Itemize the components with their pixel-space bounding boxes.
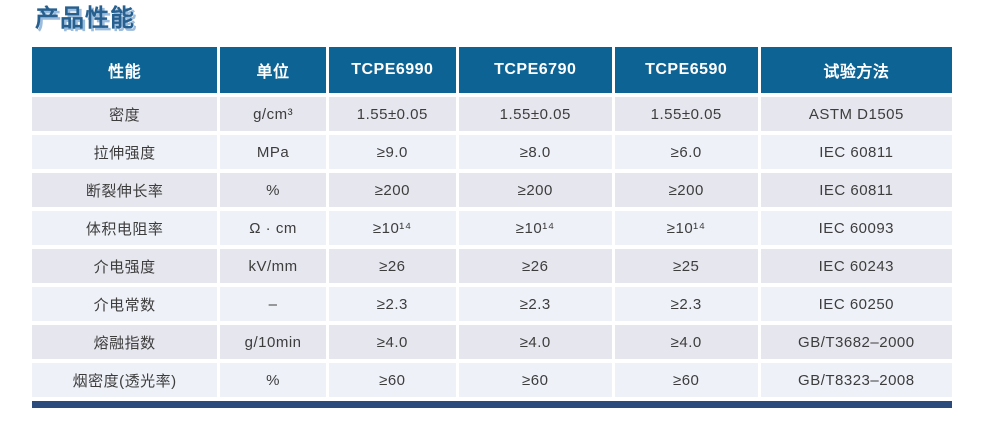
table-cell: IEC 60811 (760, 173, 952, 207)
table-cell: 拉伸强度 (32, 135, 218, 169)
table-cell: g/cm³ (220, 97, 326, 131)
table-cell: ≥60 (614, 363, 758, 397)
column-header: 单位 (220, 47, 326, 93)
table-cell: – (220, 287, 326, 321)
table-cell: Ω · cm (220, 211, 326, 245)
page-title: 产品性能 (35, 5, 135, 32)
table-cell: ≥10¹⁴ (614, 211, 758, 245)
column-header: TCPE6590 (614, 47, 758, 93)
table-cell: GB/T8323–2008 (760, 363, 952, 397)
table-cell: GB/T3682–2000 (760, 325, 952, 359)
table-cell: % (220, 173, 326, 207)
table-cell: MPa (220, 135, 326, 169)
table-cell: 体积电阻率 (32, 211, 218, 245)
spec-table: 性能 单位 TCPE6990 TCPE6790 TCPE6590 试验方法 密度 g/cm³… (29, 43, 955, 401)
table-cell: 密度 (32, 97, 218, 131)
table-cell: 1.55±0.05 (614, 97, 758, 131)
table-cell: ASTM D1505 (760, 97, 952, 131)
table-cell: ≥200 (614, 173, 758, 207)
table-cell: ≥60 (328, 363, 456, 397)
table-cell: ≥4.0 (458, 325, 612, 359)
table-cell: ≥2.3 (458, 287, 612, 321)
table-row: 烟密度(透光率)% ≥60 ≥60 ≥60 GB/T8323–2008 (32, 363, 952, 397)
table-cell: ≥200 (328, 173, 456, 207)
table-row: 密度 g/cm³ 1.55±0.05 1.55±0.05 1.55±0.05 ASTM D… (32, 97, 952, 131)
column-header: TCPE6990 (328, 47, 456, 93)
table-row: 断裂伸长率% ≥200 ≥200 ≥200 IEC 60811 (32, 173, 952, 207)
table-cell: 介电常数 (32, 287, 218, 321)
table-cell: ≥26 (458, 249, 612, 283)
table-cell: g/10min (220, 325, 326, 359)
table-cell: % (220, 363, 326, 397)
table-cell: ≥26 (328, 249, 456, 283)
table-cell: 熔融指数 (32, 325, 218, 359)
column-header: 性能 (32, 47, 218, 93)
table-cell: ≥6.0 (614, 135, 758, 169)
table-cell: ≥60 (458, 363, 612, 397)
table-cell: 1.55±0.05 (458, 97, 612, 131)
table-cell: ≥10¹⁴ (458, 211, 612, 245)
table-row: 介电强度 kV/mm ≥26 ≥26 ≥25 IEC 60243 (32, 249, 952, 283)
table-row: 熔融指数 g/10min ≥4.0 ≥4.0 ≥4.0 GB/T3682–2000 (32, 325, 952, 359)
table-cell: kV/mm (220, 249, 326, 283)
table-cell: 烟密度(透光率) (32, 363, 218, 397)
table-header-row: 性能 单位 TCPE6990 TCPE6790 TCPE6590 试验方法 (32, 47, 952, 93)
table-cell: 断裂伸长率 (32, 173, 218, 207)
table-row: 介电常数 – ≥2.3 ≥2.3 ≥2.3 IEC 60250 (32, 287, 952, 321)
column-header: 试验方法 (760, 47, 952, 93)
table-row: 体积电阻率 Ω · cm ≥10¹⁴ ≥10¹⁴ ≥10¹⁴ IEC 60093 (32, 211, 952, 245)
table-bottom-border (32, 401, 952, 408)
table-cell: ≥4.0 (614, 325, 758, 359)
table-cell: IEC 60243 (760, 249, 952, 283)
table-cell: ≥10¹⁴ (328, 211, 456, 245)
table-cell: IEC 60093 (760, 211, 952, 245)
column-header: TCPE6790 (458, 47, 612, 93)
table-cell: IEC 60811 (760, 135, 952, 169)
table-cell: 介电强度 (32, 249, 218, 283)
table-body: 密度 g/cm³ 1.55±0.05 1.55±0.05 1.55±0.05 ASTM D… (32, 97, 952, 397)
table-cell: ≥4.0 (328, 325, 456, 359)
product-performance-table: 性能 单位 TCPE6990 TCPE6790 TCPE6590 试验方法 密度 g/cm³… (32, 43, 952, 408)
table-cell: ≥2.3 (328, 287, 456, 321)
table-row: 拉伸强度 MPa ≥9.0 ≥8.0 ≥6.0 IEC 60811 (32, 135, 952, 169)
table-cell: ≥8.0 (458, 135, 612, 169)
table-cell: 1.55±0.05 (328, 97, 456, 131)
table-cell: IEC 60250 (760, 287, 952, 321)
table-cell: ≥200 (458, 173, 612, 207)
table-cell: ≥9.0 (328, 135, 456, 169)
table-cell: ≥2.3 (614, 287, 758, 321)
table-cell: ≥25 (614, 249, 758, 283)
